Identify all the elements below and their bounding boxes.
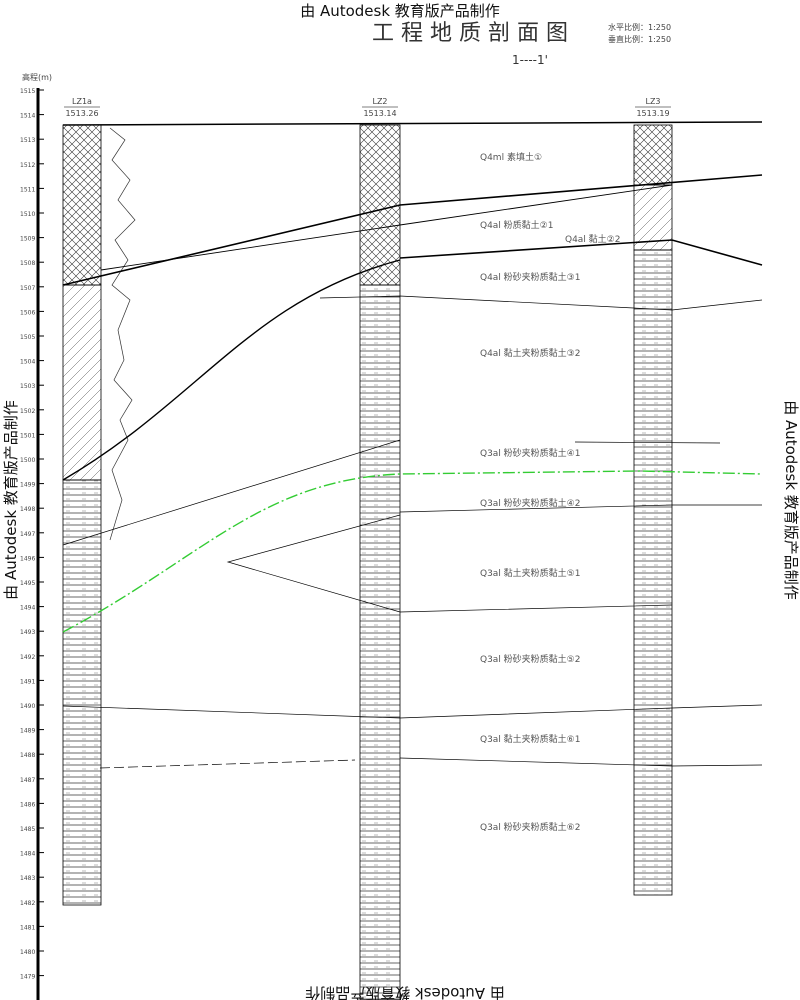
axis-tick-label: 1481: [20, 924, 35, 931]
scale-vertical: 垂直比例：1:250: [608, 34, 671, 44]
axis-tick-label: 1514: [20, 113, 35, 120]
axis-tick-label: 1485: [20, 826, 35, 833]
layer-label: Q4al 粉砂夹粉质黏土③1: [480, 271, 580, 283]
axis-tick-label: 1501: [20, 432, 35, 439]
axis-tick-label: 1486: [20, 801, 35, 808]
layer-label: Q4ml 素填土①: [480, 151, 542, 163]
layer-label: Q3al 粉砂夹粉质黏土④2: [480, 497, 580, 509]
borehole-fill: [62, 284, 102, 481]
axis-tick-label: 1488: [20, 752, 35, 759]
axis-tick-label: 1484: [20, 851, 35, 858]
section-label: 1----1': [512, 53, 548, 67]
scale-horizontal: 水平比例：1:250: [608, 22, 671, 32]
layer-label: Q3al 黏土夹粉质黏土⑤1: [480, 567, 580, 579]
watermark-left: 由 Autodesk 教育版产品制作: [2, 400, 20, 600]
axis-tick-label: 1497: [20, 531, 35, 538]
layer-label: Q4al 黏土夹粉质黏土③2: [480, 347, 580, 359]
axis-tick-label: 1503: [20, 383, 35, 390]
axis-tick-label: 1483: [20, 875, 35, 882]
borehole-fill: [62, 479, 102, 906]
layer-label: Q3al 粉砂夹粉质黏土④1: [480, 447, 580, 459]
borehole-id: LZ3: [645, 97, 660, 106]
axis-tick-label: 1494: [20, 605, 35, 612]
axis-tick-label: 1491: [20, 678, 35, 685]
borehole-elevation: 1513.19: [636, 109, 669, 118]
axis-tick-label: 1510: [20, 211, 35, 218]
axis-tick-label: 1508: [20, 260, 35, 267]
watermark-bottom: 由 Autodesk 教育版产品制作: [305, 984, 505, 1000]
axis-tick-label: 1482: [20, 900, 35, 907]
axis-tick-label: 1511: [20, 186, 35, 193]
borehole-fill: [633, 124, 673, 186]
layer-label: Q3al 黏土夹粉质黏土⑥1: [480, 733, 580, 745]
borehole-fill: [62, 124, 102, 286]
axis-tick-label: 1512: [20, 162, 35, 169]
axis-tick-label: 1504: [20, 359, 35, 366]
axis-label: 高程(m): [22, 72, 52, 82]
axis-tick-label: 1495: [20, 580, 35, 587]
axis-tick-label: 1499: [20, 482, 35, 489]
watermark-right: 由 Autodesk 教育版产品制作: [782, 400, 800, 600]
watermark-top: 由 Autodesk 教育版产品制作: [300, 2, 500, 20]
axis-tick-label: 1502: [20, 408, 35, 415]
title: 工 程 地 质 剖 面 图: [372, 21, 568, 46]
axis-tick-label: 1489: [20, 728, 35, 735]
borehole-fill: [633, 249, 673, 896]
axis-tick-label: 1505: [20, 334, 35, 341]
axis-tick-label: 1513: [20, 137, 35, 144]
log-curve: [109, 127, 136, 541]
borehole-id: LZ2: [372, 97, 387, 106]
axis-tick-label: 1496: [20, 555, 35, 562]
axis-tick-label: 1493: [20, 629, 35, 636]
axis-tick-label: 1490: [20, 703, 35, 710]
axis-tick-label: 1506: [20, 309, 35, 316]
axis-tick-label: 1507: [20, 285, 35, 292]
axis-tick-label: 1500: [20, 457, 35, 464]
layer-label: Q4al 黏土②2: [565, 233, 620, 245]
axis-tick-label: 1498: [20, 506, 35, 513]
axis-tick-label: 1487: [20, 777, 35, 784]
borehole-elevation: 1513.14: [363, 109, 396, 118]
borehole-id: LZ1a: [72, 97, 92, 106]
borehole-elevation: 1513.26: [65, 109, 98, 118]
axis-tick-label: 1515: [20, 88, 35, 95]
water-table: [62, 470, 763, 633]
layer-label: Q3al 粉砂夹粉质黏土⑤2: [480, 653, 580, 665]
layer-lines: [62, 174, 763, 769]
axis-tick-label: 1509: [20, 236, 35, 243]
layer-label: Q4al 粉质黏土②1: [480, 219, 553, 231]
layer-label: Q3al 粉砂夹粉质黏土⑥2: [480, 821, 580, 833]
borehole-fill: [633, 184, 673, 251]
ground-line: [62, 121, 763, 126]
borehole-fill: [359, 284, 401, 1000]
axis-tick-label: 1479: [20, 974, 35, 981]
axis-tick-label: 1480: [20, 949, 35, 956]
axis-tick-label: 1492: [20, 654, 35, 661]
